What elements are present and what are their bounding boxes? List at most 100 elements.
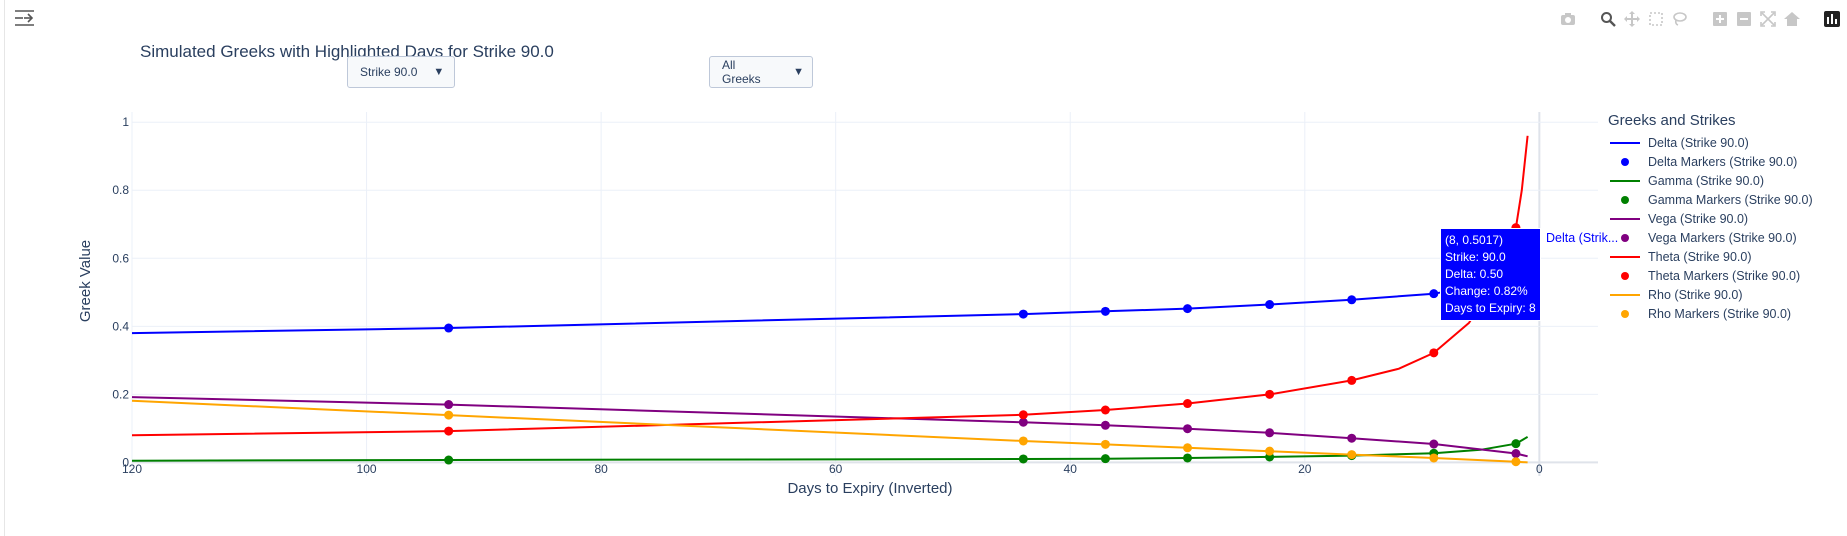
modebar: [1559, 10, 1841, 28]
y-tick-label: 0.8: [112, 183, 129, 197]
zoom-in-icon[interactable]: [1711, 10, 1729, 28]
legend-marker-swatch: [1608, 231, 1642, 245]
y-tick-label: 0.4: [112, 319, 129, 333]
zoom-icon[interactable]: [1599, 10, 1617, 28]
y-tick-label: 0.6: [112, 251, 129, 265]
x-tick-label: 0: [1536, 462, 1543, 476]
legend-item-label: Theta Markers (Strike 90.0): [1648, 268, 1801, 283]
hover-line: Delta: 0.50: [1445, 267, 1504, 281]
legend-item-label: Rho Markers (Strike 90.0): [1648, 306, 1792, 321]
plotly-logo-icon[interactable]: [1823, 10, 1841, 28]
legend-item[interactable]: Rho Markers (Strike 90.0): [1608, 304, 1813, 323]
data-point: [1183, 443, 1193, 453]
data-point: [1183, 424, 1193, 434]
legend-line-swatch: [1608, 174, 1642, 188]
lasso-select-icon[interactable]: [1671, 10, 1689, 28]
data-point: [1347, 450, 1357, 460]
data-point: [1429, 289, 1439, 299]
x-tick-label: 120: [122, 462, 142, 476]
legend-line-swatch: [1608, 288, 1642, 302]
data-point: [444, 426, 454, 436]
legend-item[interactable]: Theta (Strike 90.0): [1608, 247, 1813, 266]
legend-title: Greeks and Strikes: [1608, 112, 1736, 129]
data-point: [1018, 410, 1028, 420]
legend-line-swatch: [1608, 250, 1642, 264]
x-axis-label: Days to Expiry (Inverted): [787, 480, 952, 497]
legend-marker-swatch: [1608, 269, 1642, 283]
data-point: [1347, 375, 1357, 385]
x-tick-label: 60: [829, 462, 843, 476]
chevron-down-icon: ▼: [793, 66, 804, 78]
legend-line-swatch: [1608, 136, 1642, 150]
legend-item-label: Theta (Strike 90.0): [1648, 249, 1752, 264]
data-point: [1183, 453, 1193, 463]
zoom-out-icon[interactable]: [1735, 10, 1753, 28]
data-point: [1018, 417, 1028, 427]
data-point: [1100, 454, 1110, 464]
chart-grid: [131, 112, 1598, 476]
data-point: [444, 455, 454, 465]
legend-item[interactable]: Theta Markers (Strike 90.0): [1608, 266, 1813, 285]
data-point: [1265, 428, 1275, 438]
y-axis-label: Greek Value: [77, 240, 94, 322]
autoscale-icon[interactable]: [1759, 10, 1777, 28]
data-point: [1100, 405, 1110, 415]
legend-item[interactable]: Gamma (Strike 90.0): [1608, 171, 1813, 190]
legend-item-label: Vega (Strike 90.0): [1648, 211, 1749, 226]
x-tick-label: 100: [357, 462, 377, 476]
data-point: [1511, 439, 1521, 449]
greeks-dropdown[interactable]: All Greeks ▼: [709, 56, 813, 88]
data-point: [1511, 449, 1521, 459]
series-line: [131, 135, 1529, 437]
page-frame: [4, 0, 1847, 536]
box-select-icon[interactable]: [1647, 10, 1665, 28]
greeks-dropdown-label: All Greeks: [722, 58, 761, 86]
pan-icon[interactable]: [1623, 10, 1641, 28]
data-point: [1347, 295, 1357, 305]
data-point: [1265, 446, 1275, 456]
data-point: [1183, 304, 1193, 314]
data-point: [1429, 453, 1439, 463]
x-tick-label: 80: [594, 462, 608, 476]
reset-axes-icon[interactable]: [1783, 10, 1801, 28]
data-point: [1429, 439, 1439, 449]
hover-line: Change: 0.82%: [1445, 284, 1528, 298]
data-point: [1265, 300, 1275, 310]
data-point: [444, 323, 454, 333]
legend-item-label: Rho (Strike 90.0): [1648, 287, 1743, 302]
data-point: [1429, 348, 1439, 358]
series-line: [131, 396, 1528, 458]
legend-item[interactable]: Delta Markers (Strike 90.0): [1608, 152, 1813, 171]
series-line: [131, 399, 1528, 464]
y-tick-label: 0: [122, 455, 129, 469]
chevron-down-icon: ▼: [433, 66, 445, 78]
data-point: [1018, 436, 1028, 446]
x-tick-label: 40: [1064, 462, 1078, 476]
data-point: [1183, 399, 1193, 409]
data-point: [1100, 439, 1110, 449]
data-point: [1265, 389, 1275, 399]
x-tick-label: 20: [1298, 462, 1312, 476]
camera-icon[interactable]: [1559, 10, 1577, 28]
legend-marker-swatch: [1608, 155, 1642, 169]
legend-item[interactable]: Vega Markers (Strike 90.0): [1608, 228, 1813, 247]
legend-item[interactable]: Gamma Markers (Strike 90.0): [1608, 190, 1813, 209]
data-point: [1100, 420, 1110, 430]
data-point: [1511, 457, 1521, 467]
legend-item-label: Gamma (Strike 90.0): [1648, 173, 1765, 188]
hover-trace-name: Delta (Strik...: [1546, 231, 1619, 245]
sidebar-toggle-icon[interactable]: [14, 8, 36, 28]
legend-item[interactable]: Vega (Strike 90.0): [1608, 209, 1813, 228]
legend-item[interactable]: Delta (Strike 90.0): [1608, 133, 1813, 152]
hover-line: Days to Expiry: 8: [1445, 301, 1536, 315]
legend-item-label: Delta (Strike 90.0): [1648, 135, 1749, 150]
strike-dropdown[interactable]: Strike 90.0 ▼: [347, 56, 455, 88]
legend-line-swatch: [1608, 212, 1642, 226]
legend-item[interactable]: Rho (Strike 90.0): [1608, 285, 1813, 304]
legend-marker-swatch: [1608, 307, 1642, 321]
data-point: [1018, 454, 1028, 464]
data-point: [444, 410, 454, 420]
series-line: [131, 436, 1529, 462]
hover-line: Strike: 90.0: [1445, 250, 1506, 264]
